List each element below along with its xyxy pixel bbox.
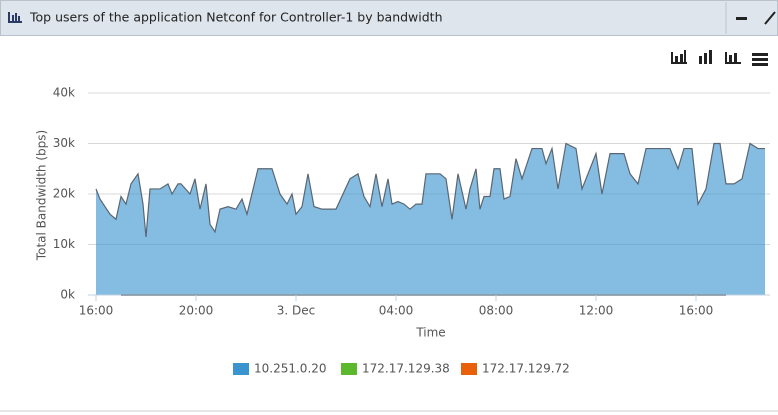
area-fill [96,143,765,295]
y-tick-label: 0k [60,288,75,302]
x-tick-label: 16:00 [679,304,714,318]
y-tick-label: 30k [53,136,75,150]
y-axis-title: Total Bandwidth (bps) [35,130,49,261]
x-tick-label: 20:00 [179,304,214,318]
panel-header [0,0,778,36]
y-tick-label: 40k [53,86,75,100]
x-tick-label: 12:00 [579,304,614,318]
x-tick-label: 16:00 [79,304,114,318]
x-tick-label: 3. Dec [277,304,315,318]
area-line [95,142,765,237]
minimize-button[interactable] [736,17,747,20]
legend-swatch [341,363,357,375]
legend-label: 10.251.0.20 [254,362,327,376]
y-tick-label: 10k [53,237,75,251]
x-axis-title: Time [415,326,445,340]
chart-type-buttons[interactable] [671,50,768,66]
x-tick-label: 04:00 [379,304,414,318]
legend-label: 172.17.129.72 [482,362,570,376]
legend-label: 172.17.129.38 [362,362,450,376]
panel-title: Top users of the application Netconf for… [29,10,443,25]
legend-swatch [233,363,249,375]
expand-button[interactable] [764,11,776,25]
y-tick-label: 20k [53,187,75,201]
chart-icon [8,12,22,23]
x-tick-label: 08:00 [479,304,514,318]
legend-swatch [461,363,477,375]
